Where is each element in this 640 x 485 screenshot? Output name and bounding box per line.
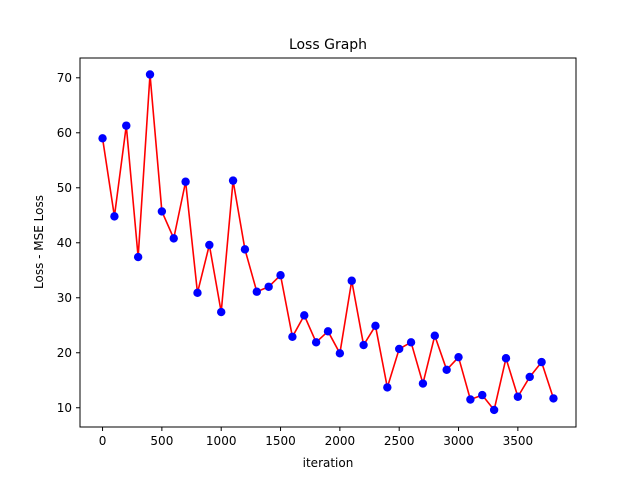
x-tick-label: 3500: [503, 434, 534, 448]
y-tick-label: 20: [57, 346, 72, 360]
loss-data-point: [454, 352, 463, 362]
loss-data-point: [110, 212, 119, 221]
x-tick-label: 0: [99, 434, 107, 448]
loss-data-point: [181, 177, 190, 186]
loss-data-point: [217, 307, 226, 317]
x-tick-label: 500: [150, 434, 173, 448]
y-tick-label: 50: [57, 181, 72, 195]
loss-data-point: [489, 405, 499, 415]
loss-data-point: [525, 372, 534, 382]
loss-data-point: [371, 321, 380, 331]
y-tick-label: 30: [57, 291, 72, 305]
x-tick-label: 3000: [443, 434, 474, 448]
loss-data-point: [323, 327, 333, 336]
loss-data-point: [418, 379, 428, 388]
y-tick-label: 60: [57, 126, 72, 140]
x-tick-label: 2500: [384, 434, 415, 448]
loss-data-point: [157, 207, 167, 216]
y-tick-label: 40: [57, 236, 72, 250]
loss-data-point: [276, 271, 285, 280]
loss-data-point: [264, 282, 273, 291]
loss-data-point: [513, 392, 523, 401]
x-axis-label: iteration: [303, 456, 354, 470]
y-tick-label: 70: [57, 71, 72, 85]
loss-data-point: [335, 349, 345, 358]
loss-data-point: [122, 121, 131, 130]
loss-data-point: [193, 288, 202, 298]
loss-data-point: [205, 240, 214, 250]
loss-data-point: [442, 365, 451, 375]
loss-data-point: [300, 311, 309, 320]
loss-data-point: [537, 357, 546, 367]
loss-data-point: [394, 344, 404, 354]
loss-data-point: [145, 70, 155, 79]
loss-data-point: [383, 383, 392, 392]
plot-area: 0 500 1000 1500 2000 2500 3000 3500 10 20 30 40 50 60…: [57, 70, 558, 448]
loss-data-point: [98, 134, 107, 143]
loss-data-point: [406, 338, 416, 347]
loss-data-point: [549, 394, 558, 403]
loss-data-point: [133, 252, 143, 262]
loss-data-point: [478, 390, 487, 400]
x-tick-label: 2000: [325, 434, 356, 448]
loss-data-point: [466, 395, 475, 404]
loss-data-point: [240, 245, 250, 254]
loss-data-point: [347, 276, 356, 285]
x-tick-label: 1000: [206, 434, 237, 448]
x-tick-label: 1500: [265, 434, 296, 448]
loss-data-point: [430, 331, 439, 340]
loss-data-point: [228, 176, 238, 185]
y-tick-label: 10: [57, 401, 72, 415]
loss-data-point: [288, 332, 297, 342]
loss-data-point: [252, 287, 262, 296]
loss-data-point: [311, 338, 321, 347]
loss-data-point: [169, 234, 178, 243]
chart-title: Loss Graph: [289, 37, 367, 53]
y-axis-label: Loss - MSE Loss: [32, 195, 46, 289]
loss-data-point: [501, 354, 511, 363]
plot-frame: [79, 57, 577, 428]
loss-data-point: [359, 340, 368, 350]
